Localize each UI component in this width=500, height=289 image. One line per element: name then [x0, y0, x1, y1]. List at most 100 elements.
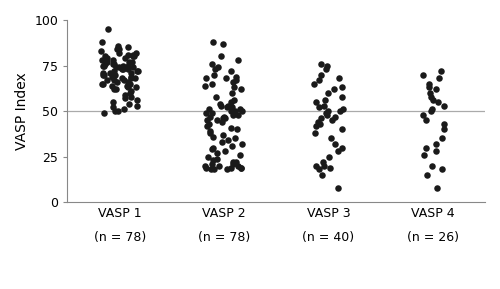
Point	[120, 63, 128, 68]
Point	[123, 83, 131, 88]
Point	[230, 136, 238, 141]
Point	[230, 85, 238, 90]
Point	[429, 98, 437, 103]
Point	[324, 109, 332, 114]
Point	[112, 87, 120, 92]
Point	[112, 65, 120, 70]
Point	[227, 69, 235, 73]
Point	[312, 131, 320, 135]
Point	[122, 92, 130, 97]
Point	[315, 78, 323, 82]
Point	[213, 118, 221, 123]
Point	[115, 65, 123, 70]
Point	[312, 123, 320, 128]
Point	[224, 103, 232, 108]
Point	[127, 89, 135, 93]
Point	[218, 140, 226, 144]
Point	[100, 63, 108, 68]
Point	[423, 173, 431, 177]
Point	[322, 67, 330, 71]
Point	[109, 72, 117, 77]
Point	[132, 69, 140, 73]
Point	[101, 54, 109, 59]
Point	[238, 109, 246, 114]
Point	[98, 58, 106, 62]
Point	[219, 133, 227, 137]
Point	[121, 96, 129, 101]
Point	[228, 105, 235, 110]
Point	[229, 160, 237, 164]
Point	[320, 164, 328, 168]
Point	[120, 107, 128, 112]
Point	[126, 60, 134, 64]
Point	[103, 56, 111, 61]
Point	[205, 122, 213, 126]
Point	[331, 114, 339, 119]
Point	[428, 107, 436, 112]
Point	[202, 83, 209, 88]
Point	[230, 98, 238, 103]
Point	[234, 164, 241, 168]
Point	[103, 78, 111, 82]
Point	[222, 167, 230, 172]
Point	[208, 147, 216, 152]
Text: (n = 26): (n = 26)	[407, 231, 459, 244]
Point	[324, 90, 332, 95]
Point	[419, 112, 427, 117]
Point	[108, 74, 116, 79]
Point	[206, 131, 214, 135]
Point	[202, 164, 209, 168]
Point	[212, 67, 220, 71]
Point	[210, 145, 218, 150]
Point	[208, 62, 216, 66]
Point	[109, 58, 117, 62]
Point	[100, 111, 108, 115]
Point	[202, 76, 209, 81]
Point	[106, 71, 114, 75]
Point	[218, 103, 226, 108]
Point	[426, 90, 434, 95]
Point	[110, 105, 118, 110]
Point	[133, 98, 141, 103]
Point	[335, 76, 343, 81]
Point	[325, 154, 333, 159]
Point	[426, 94, 434, 99]
Text: (n = 40): (n = 40)	[302, 231, 354, 244]
Point	[126, 76, 134, 81]
Point	[208, 167, 216, 172]
Point	[326, 165, 334, 170]
Point	[124, 45, 132, 50]
Point	[130, 54, 138, 59]
Point	[433, 185, 441, 190]
Point	[438, 167, 446, 172]
Point	[226, 109, 234, 114]
Point	[227, 100, 235, 104]
Point	[132, 103, 140, 108]
Point	[323, 112, 331, 117]
Point	[99, 81, 107, 86]
Point	[206, 107, 214, 112]
Point	[98, 81, 106, 86]
Point	[226, 165, 234, 170]
Point	[110, 87, 118, 92]
Point	[222, 76, 230, 81]
Point	[223, 105, 231, 110]
Point	[322, 111, 330, 115]
Point	[120, 78, 128, 82]
Point	[210, 72, 218, 77]
Point	[328, 136, 336, 141]
Point	[213, 151, 221, 155]
Point	[110, 78, 118, 82]
Point	[214, 65, 222, 70]
Point	[109, 62, 117, 66]
Point	[224, 138, 232, 142]
Point	[110, 100, 118, 104]
Point	[108, 83, 116, 88]
Point	[317, 62, 325, 66]
Point	[216, 101, 224, 106]
Point	[110, 72, 118, 77]
Point	[318, 173, 326, 177]
Point	[334, 185, 342, 190]
Point	[220, 114, 228, 119]
Point	[126, 81, 134, 86]
